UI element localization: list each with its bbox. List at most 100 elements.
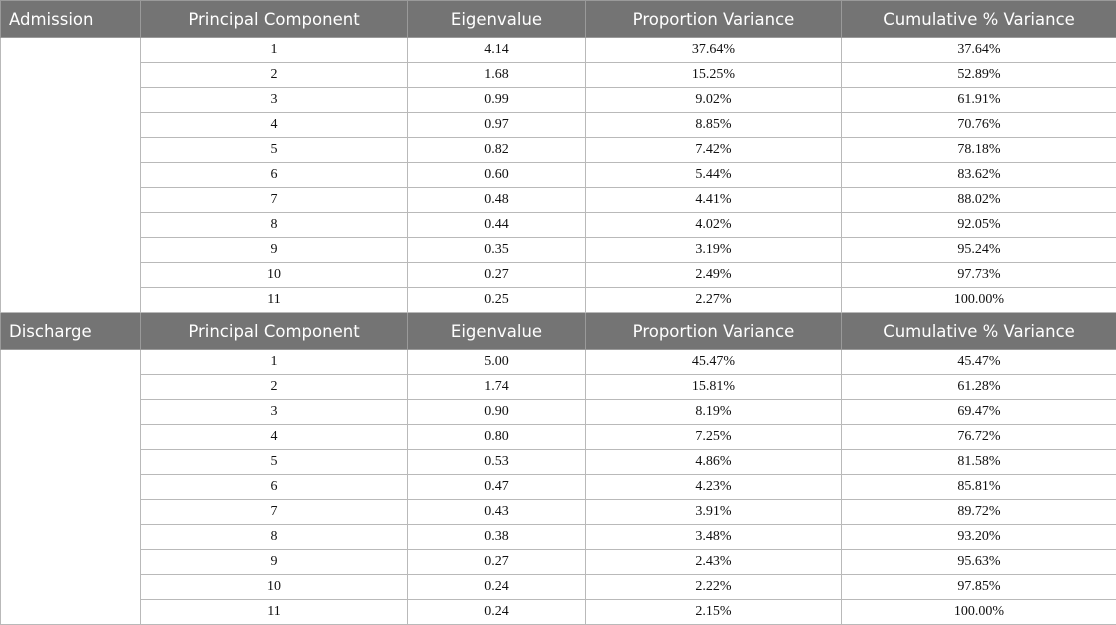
table-cell: 0.24: [408, 600, 586, 625]
table-cell: 8.85%: [586, 113, 842, 138]
table-cell: 11: [141, 600, 408, 625]
table-cell: 4.23%: [586, 475, 842, 500]
table-cell: 15.81%: [586, 375, 842, 400]
table-cell: 4.86%: [586, 450, 842, 475]
table-cell: 6: [141, 475, 408, 500]
table-cell: 0.47: [408, 475, 586, 500]
table-cell: 10: [141, 263, 408, 288]
table-cell: 3: [141, 400, 408, 425]
table-cell: 97.73%: [842, 263, 1116, 288]
table-cell: 11: [141, 288, 408, 313]
table-cell: 10: [141, 575, 408, 600]
table-cell: 1: [141, 350, 408, 375]
table-cell: 85.81%: [842, 475, 1116, 500]
table-cell: 78.18%: [842, 138, 1116, 163]
table-cell: 5: [141, 450, 408, 475]
table-cell: 0.60: [408, 163, 586, 188]
table-cell: 2.27%: [586, 288, 842, 313]
group-blank-cell: [1, 350, 141, 625]
table-cell: 0.80: [408, 425, 586, 450]
table-cell: 4.02%: [586, 213, 842, 238]
table-cell: 0.25: [408, 288, 586, 313]
table-cell: 2.15%: [586, 600, 842, 625]
table-cell: 9: [141, 550, 408, 575]
table-cell: 2.49%: [586, 263, 842, 288]
table-cell: 3: [141, 88, 408, 113]
table-cell: 7.42%: [586, 138, 842, 163]
column-header: Principal Component: [141, 313, 408, 350]
table-cell: 61.28%: [842, 375, 1116, 400]
table-cell: 0.38: [408, 525, 586, 550]
table-cell: 69.47%: [842, 400, 1116, 425]
table-cell: 95.24%: [842, 238, 1116, 263]
table-cell: 5: [141, 138, 408, 163]
table-cell: 0.97: [408, 113, 586, 138]
table-cell: 2.22%: [586, 575, 842, 600]
table-cell: 0.82: [408, 138, 586, 163]
table-cell: 4: [141, 113, 408, 138]
table-cell: 0.27: [408, 263, 586, 288]
table-cell: 0.44: [408, 213, 586, 238]
table-cell: 0.53: [408, 450, 586, 475]
column-header: Cumulative % Variance: [842, 1, 1116, 38]
table-cell: 5.44%: [586, 163, 842, 188]
table-cell: 88.02%: [842, 188, 1116, 213]
table-cell: 0.35: [408, 238, 586, 263]
table-cell: 0.43: [408, 500, 586, 525]
group-name: Discharge: [1, 313, 141, 350]
table-cell: 52.89%: [842, 63, 1116, 88]
table-cell: 7: [141, 188, 408, 213]
group-blank-cell: [1, 38, 141, 313]
column-header: Cumulative % Variance: [842, 313, 1116, 350]
table-cell: 3.48%: [586, 525, 842, 550]
table-cell: 8: [141, 525, 408, 550]
table-cell: 15.25%: [586, 63, 842, 88]
table-cell: 0.99: [408, 88, 586, 113]
table-cell: 100.00%: [842, 600, 1116, 625]
table-cell: 2: [141, 63, 408, 88]
table-cell: 89.72%: [842, 500, 1116, 525]
table-cell: 1: [141, 38, 408, 63]
table-cell: 37.64%: [586, 38, 842, 63]
table-cell: 3.19%: [586, 238, 842, 263]
table-cell: 95.63%: [842, 550, 1116, 575]
table-cell: 0.24: [408, 575, 586, 600]
column-header: Proportion Variance: [586, 313, 842, 350]
table-cell: 45.47%: [586, 350, 842, 375]
column-header: Eigenvalue: [408, 1, 586, 38]
table-cell: 3.91%: [586, 500, 842, 525]
table-cell: 4.14: [408, 38, 586, 63]
table-cell: 45.47%: [842, 350, 1116, 375]
table-cell: 0.90: [408, 400, 586, 425]
group-name: Admission: [1, 1, 141, 38]
table-cell: 83.62%: [842, 163, 1116, 188]
table-cell: 4: [141, 425, 408, 450]
table-cell: 2.43%: [586, 550, 842, 575]
table-cell: 93.20%: [842, 525, 1116, 550]
table-cell: 0.27: [408, 550, 586, 575]
table-cell: 8: [141, 213, 408, 238]
table-cell: 76.72%: [842, 425, 1116, 450]
